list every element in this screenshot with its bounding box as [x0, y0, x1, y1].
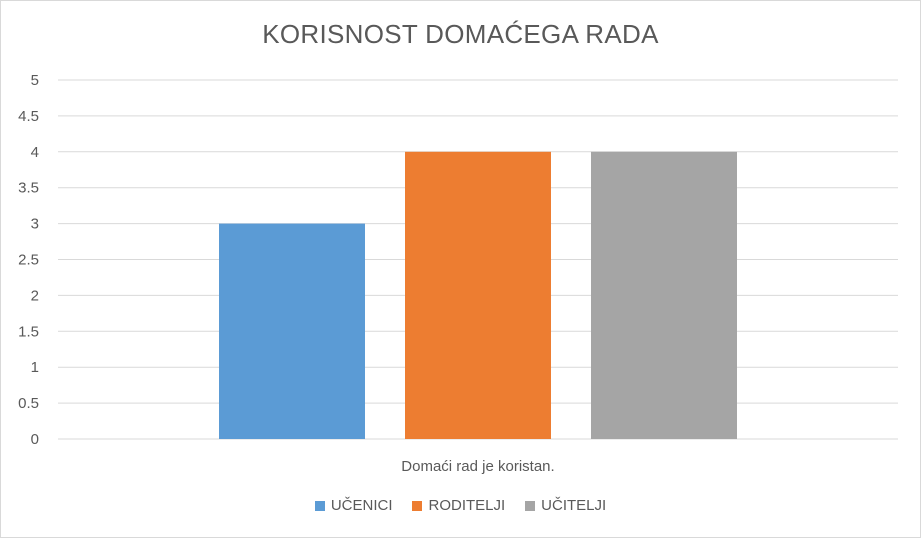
- y-tick-label: 3.5: [18, 180, 39, 197]
- legend-item: UČITELJI: [525, 497, 606, 514]
- legend-label: UČITELJI: [541, 497, 607, 514]
- bar-učitelji: [591, 151, 737, 440]
- y-tick-label: 3: [31, 216, 39, 233]
- legend-label: UČENICI: [330, 497, 393, 514]
- x-category-label: Domaći rad je koristan.: [401, 458, 554, 475]
- y-tick-label: 4: [31, 144, 39, 161]
- y-tick-label: 1.5: [18, 323, 39, 340]
- y-tick-label: 2.5: [18, 252, 39, 269]
- legend-swatch: [525, 500, 536, 511]
- y-tick-label: 2: [31, 287, 39, 304]
- bar-učenici: [219, 223, 365, 439]
- legend-swatch: [314, 500, 325, 511]
- y-tick-label: 4.5: [18, 108, 39, 125]
- legend-item: UČENICI: [314, 497, 393, 514]
- legend-item: RODITELJI: [412, 497, 505, 514]
- y-tick-label: 0: [31, 431, 39, 448]
- chart-legend: UČENICI RODITELJI UČITELJI: [1, 497, 920, 514]
- y-tick-label: 5: [31, 72, 39, 89]
- legend-label: RODITELJI: [428, 497, 506, 514]
- legend-swatch: [412, 500, 423, 511]
- bar-roditelji: [405, 151, 551, 440]
- y-tick-label: 0.5: [18, 395, 39, 412]
- y-tick-label: 1: [31, 359, 39, 376]
- chart-title: KORISNOST DOMAĆEGA RADA: [262, 19, 659, 49]
